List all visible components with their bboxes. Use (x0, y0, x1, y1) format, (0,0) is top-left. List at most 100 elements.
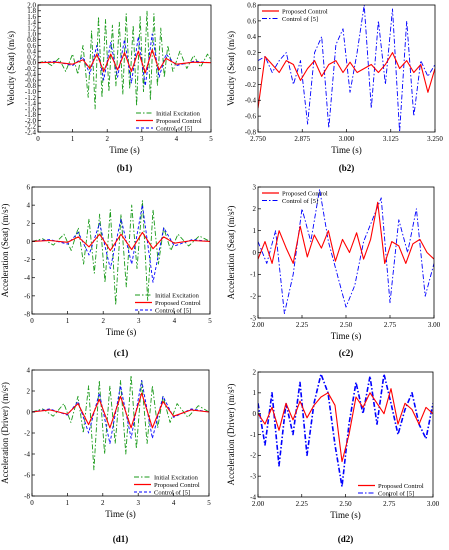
x-tick-label: 3.250 (427, 135, 443, 143)
x-tick-label: 4 (172, 499, 176, 507)
y-tick-label: -2.4 (25, 128, 37, 136)
y-tick-label: -0.4 (245, 97, 257, 105)
panel-b1: 0 1 2 3 4 5-2.4-2.2-2.0-1.8-1.6-1.4-1.2-1.0-0… (6, 1, 213, 173)
x-tick-label: 0 (36, 135, 40, 143)
x-tick-label: 2.00 (252, 321, 265, 329)
x-axis-label: Time (s) (106, 327, 136, 337)
y-tick-label: -1 (250, 431, 256, 439)
x-tick-label: 4 (175, 135, 179, 143)
y-tick-label: -2 (250, 293, 256, 301)
legend-label-initial: Initial Excitation (156, 110, 201, 117)
panel-label: (d2) (338, 534, 354, 544)
x-axis-label: Time (s) (331, 145, 361, 155)
series-control5-line (258, 188, 434, 315)
x-tick-label: 2 (101, 499, 105, 507)
y-tick-label: 0.4 (27, 48, 36, 56)
y-tick-label: 0 (27, 408, 31, 416)
panel-label: (b1) (117, 163, 133, 173)
y-tick-label: -1.8 (25, 111, 37, 119)
y-tick-label: 1 (253, 389, 257, 397)
y-tick-label: 0 (27, 238, 31, 246)
series-group (258, 373, 433, 488)
panel-label: (c1) (114, 348, 129, 358)
x-tick-label: 3 (136, 499, 140, 507)
legend-label-control5: Control of [5] (154, 489, 190, 496)
y-tick-label: 1.4 (27, 19, 36, 27)
x-tick-label: 2.50 (339, 500, 352, 508)
x-tick-label: 2.25 (296, 321, 309, 329)
panel-d2: 2.00 2.25 2.50 2.75 3.00 -4 -3 -2 -1 0 1 2 Time (s) A… (226, 368, 440, 544)
y-tick-label: -1.4 (25, 100, 37, 108)
x-tick-label: 2.875 (294, 135, 310, 143)
legend-label-control5: Control of [5] (282, 16, 318, 23)
series-group (38, 10, 211, 110)
y-tick-label: -2.0 (25, 117, 37, 125)
y-tick-label: 1.6 (27, 13, 36, 21)
panel-label: (d1) (113, 534, 129, 544)
legend-label-proposed: Proposed Control (378, 483, 424, 490)
x-tick-label: 5 (209, 135, 213, 143)
x-tick-label: 1 (66, 317, 70, 325)
x-tick-label: 3.125 (383, 135, 399, 143)
x-axis-label: Time (s) (331, 331, 361, 341)
legend-label-proposed: Proposed Control (155, 300, 201, 307)
series-initial-line (38, 10, 211, 110)
y-axis-label: Velocity (Seat) (m/s) (226, 31, 236, 106)
y-tick-label: 6 (27, 183, 31, 191)
y-axis-label: Velocity (Seat) (m/s) (6, 31, 16, 106)
y-tick-label: 0.6 (27, 42, 36, 50)
x-tick-label: 2 (101, 317, 105, 325)
series-initial-line (32, 200, 210, 306)
y-tick-label: -0.4 (25, 71, 37, 79)
x-tick-label: 2 (105, 135, 109, 143)
x-tick-label: 0 (30, 317, 34, 325)
series-proposed-line (32, 392, 209, 429)
x-tick-label: 2.00 (252, 500, 265, 508)
y-tick-label: 2 (27, 220, 31, 228)
y-tick-label: -1 (250, 271, 256, 279)
y-tick-label: 1.0 (27, 30, 36, 38)
legend-label-proposed: Proposed Control (154, 482, 200, 489)
y-tick-label: 0.4 (247, 33, 256, 41)
y-tick-label: -1.2 (25, 94, 37, 102)
series-proposed-line (38, 49, 211, 74)
y-tick-label: 0.8 (27, 36, 36, 44)
y-tick-label: -8 (24, 492, 30, 500)
y-tick-label: -4 (250, 493, 256, 501)
x-tick-label: 2.50 (340, 321, 353, 329)
legend-label-initial: Initial Excitation (154, 474, 199, 481)
y-tick-label: 2 (27, 387, 31, 395)
y-tick-label: -6 (24, 292, 30, 300)
x-tick-label: 0 (30, 499, 34, 507)
x-tick-label: 3 (137, 317, 141, 325)
y-tick-label: -4 (24, 274, 30, 282)
x-tick-label: 5 (207, 499, 211, 507)
y-tick-label: -2 (250, 452, 256, 460)
y-tick-label: 0.0 (27, 59, 36, 67)
x-axis-label: Time (s) (330, 510, 360, 520)
x-tick-label: 4 (173, 317, 177, 325)
panel-b2: 2.750 2.875 3.000 3.125 3.250 -0.8 -0.6 -0.4 -0.… (226, 1, 443, 173)
series-proposed-line (32, 231, 210, 252)
legend-label-control5: Control of [5] (155, 307, 191, 314)
y-tick-label: -3 (250, 314, 256, 322)
y-tick-label: 1.2 (27, 24, 36, 32)
plot-frame (31, 186, 211, 315)
y-tick-label: 2 (253, 205, 257, 213)
x-axis-label: Time (s) (105, 509, 135, 519)
panel-label: (c2) (339, 348, 354, 358)
legend-label-initial: Initial Excitation (155, 292, 200, 299)
x-axis-label: Time (s) (109, 145, 139, 155)
y-axis-label: Acceleration (Driver) (m/s²) (226, 384, 236, 486)
legend-label-control5: Control of [5] (282, 198, 318, 205)
series-group (258, 188, 434, 315)
y-tick-label: 1.8 (27, 7, 36, 15)
y-tick-label: -4 (24, 450, 30, 458)
series-group (32, 200, 210, 306)
x-tick-label: 3.00 (427, 500, 440, 508)
